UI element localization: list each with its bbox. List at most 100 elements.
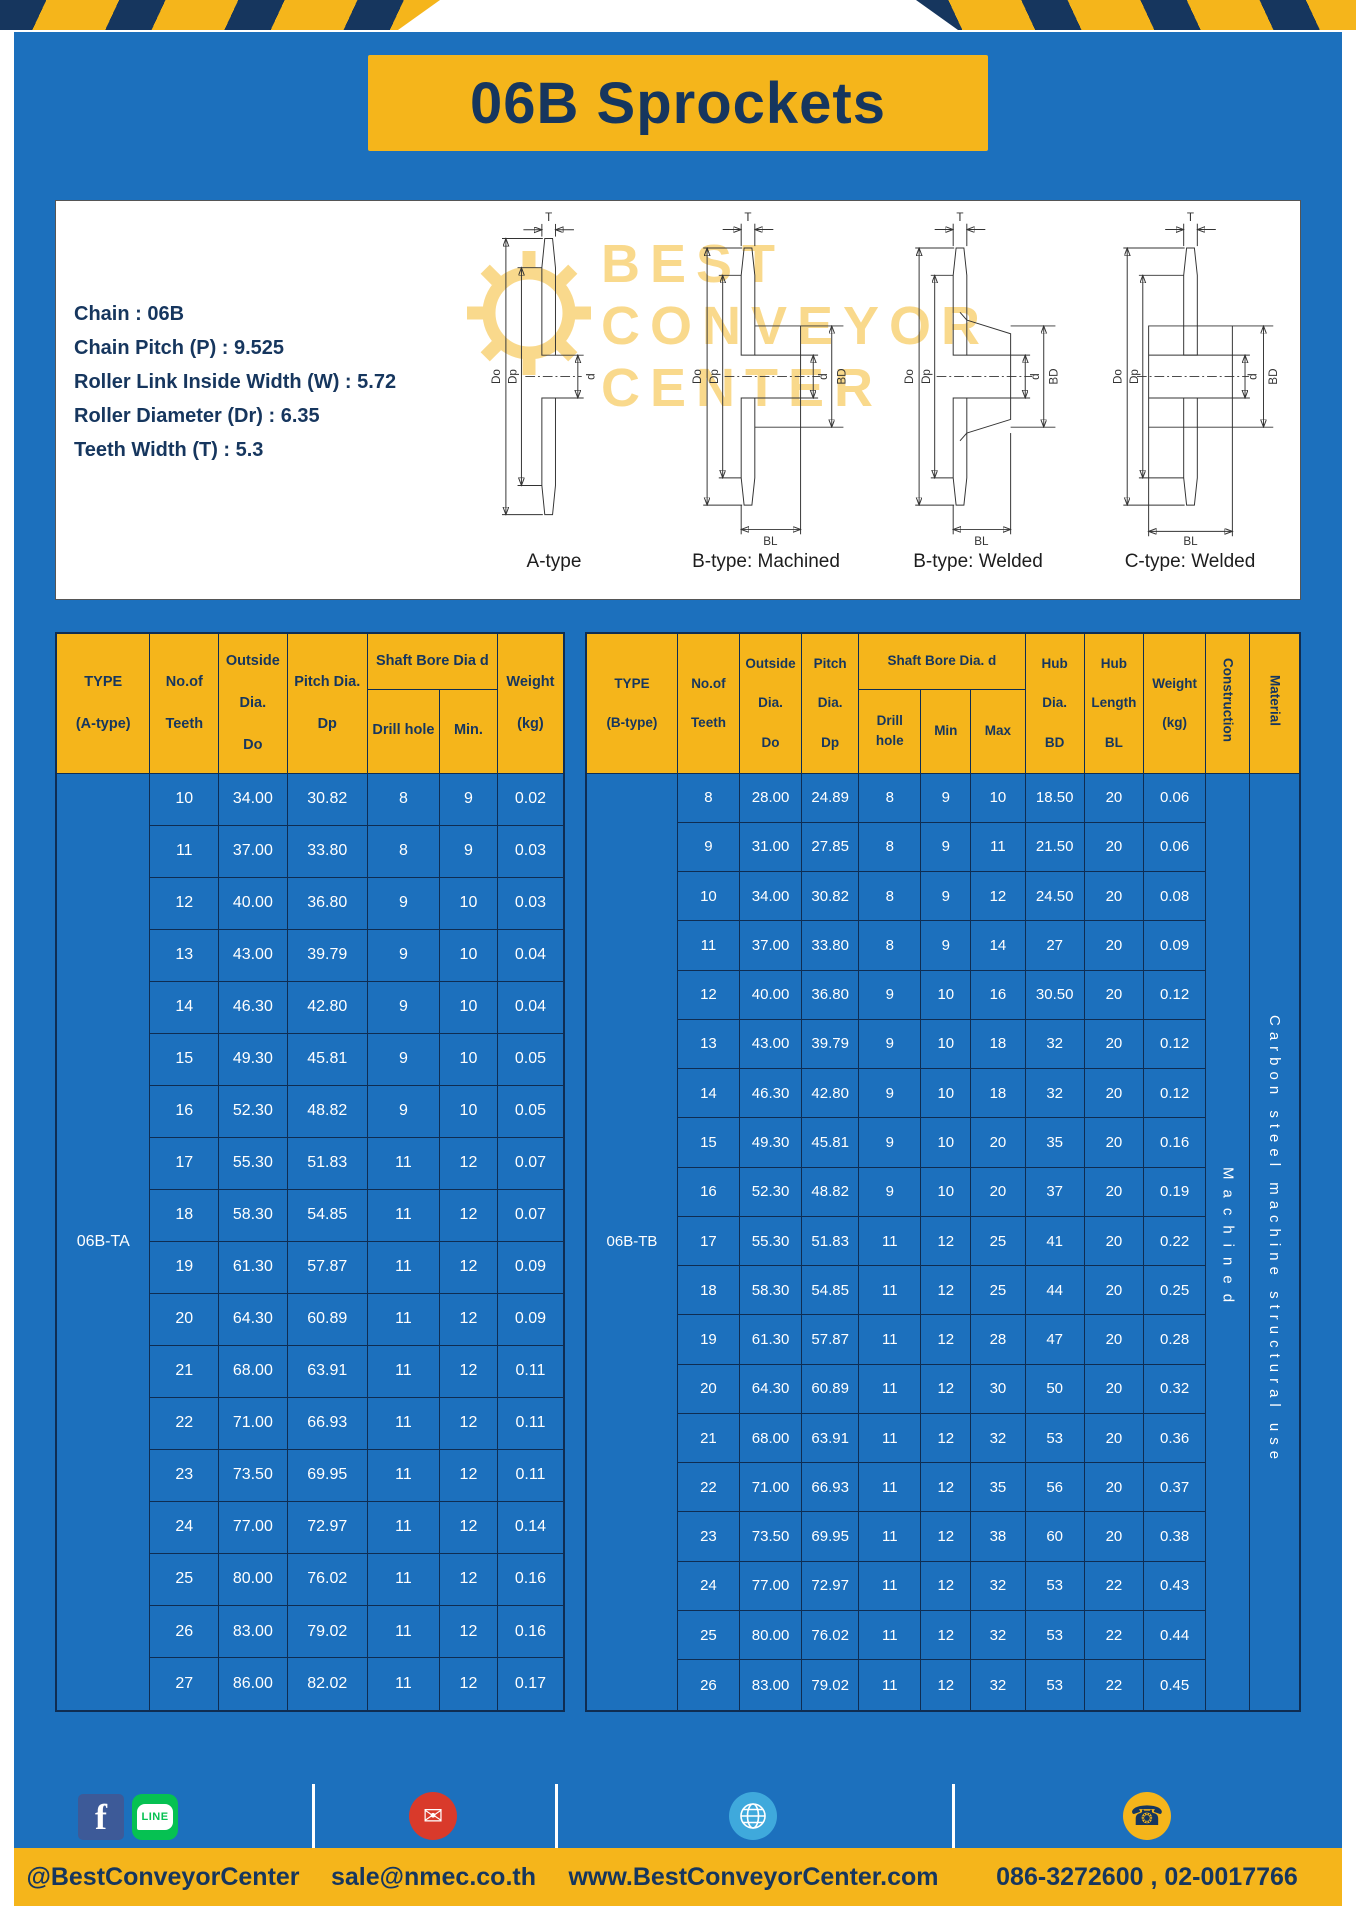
dim-label-bl: BL [763, 535, 778, 548]
data-cell: 28 [970, 1314, 1026, 1365]
data-cell: 54.85 [286, 1188, 368, 1242]
data-cell: 12 [439, 1188, 498, 1242]
col-header-outside-dia: Outside Dia. Do [218, 632, 288, 774]
data-cell: 12 [439, 1552, 498, 1607]
data-cell: 72.97 [286, 1500, 368, 1554]
spec-line: Roller Diameter (Dr) : 6.35 [74, 405, 320, 427]
data-cell: 11 [366, 1188, 441, 1242]
data-cell: 10 [439, 928, 498, 982]
data-cell: 20 [1083, 772, 1145, 823]
data-cell: 36.80 [801, 969, 860, 1020]
data-cell: 80.00 [738, 1610, 803, 1661]
table-row: 23 73.50 69.95 11 12 0.11 [56, 1448, 565, 1502]
data-cell: 20 [1083, 1314, 1145, 1365]
data-cell: 11 [970, 821, 1026, 873]
data-cell: 51.83 [286, 1136, 368, 1190]
data-cell: 18 [970, 1018, 1026, 1070]
data-cell: 0.36 [1143, 1412, 1207, 1464]
dim-label-t: T [956, 211, 963, 224]
data-cell: 21 [676, 1412, 741, 1464]
b-type-welded-drawing: T Do Dp d BD BL [903, 211, 1060, 548]
data-cell: 69.95 [801, 1511, 860, 1562]
data-cell: 12 [439, 1240, 498, 1294]
data-cell: 0.16 [496, 1552, 565, 1607]
data-cell: 12 [920, 1659, 972, 1712]
data-cell: 18 [970, 1068, 1026, 1119]
col-header-shaft-bore: Shaft Bore Dia. d [858, 632, 1026, 690]
data-cell: 34.00 [738, 871, 803, 922]
data-cell: 0.22 [1143, 1215, 1207, 1267]
data-cell: 11 [858, 1462, 922, 1513]
data-cell: 24 [676, 1560, 741, 1612]
data-cell: 83.00 [218, 1604, 288, 1659]
data-cell: 73.50 [738, 1511, 803, 1562]
col-header-drill-hole: Drill hole [858, 688, 922, 774]
data-cell: 0.12 [1143, 969, 1207, 1020]
type-cell: 06B-TA [55, 772, 151, 1712]
col-header-drill-hole: Drill hole [366, 688, 441, 774]
spec-line: Teeth Width (T) : 5.3 [74, 439, 264, 461]
phone-icon: ☎ [1123, 1792, 1171, 1840]
data-cell: 20 [676, 1363, 741, 1414]
dim-label-t: T [744, 211, 751, 224]
data-cell: 11 [366, 1657, 441, 1712]
col-header-material: Material [1249, 632, 1301, 774]
data-cell: 0.09 [496, 1240, 565, 1294]
data-cell: 69.95 [286, 1448, 368, 1502]
data-cell: 11 [366, 1136, 441, 1190]
dim-label-d: d [816, 373, 829, 380]
hazard-stripes-right [916, 0, 1356, 30]
data-cell: 8 [858, 772, 922, 823]
data-cell: 10 [920, 969, 972, 1020]
data-cell: 18.50 [1024, 772, 1085, 823]
data-cell: 39.79 [801, 1018, 860, 1070]
data-cell: 9 [366, 928, 441, 982]
globe-icon [729, 1792, 777, 1840]
data-cell: 20 [1083, 871, 1145, 922]
data-cell: 12 [920, 1215, 972, 1267]
table-row: 24 77.00 72.97 11 12 32 53 22 0.43 [586, 1560, 1300, 1612]
dim-label-do: Do [691, 369, 704, 384]
data-cell: 0.11 [496, 1396, 565, 1450]
diagram-c-type-welded: T Do Dp d BD BL C-type: [1084, 209, 1296, 595]
construction-value: Machined [1219, 1167, 1237, 1313]
data-cell: 0.17 [496, 1657, 565, 1712]
data-cell: 9 [366, 876, 441, 930]
data-cell: 0.45 [1143, 1659, 1207, 1712]
data-cell: 9 [366, 980, 441, 1034]
material-value: Carbon steel machine structural use [1266, 1014, 1284, 1465]
data-cell: 48.82 [801, 1166, 860, 1217]
data-cell: 27.85 [801, 821, 860, 873]
data-cell: 71.00 [738, 1462, 803, 1513]
data-cell: 83.00 [738, 1659, 803, 1712]
data-cell: 0.37 [1143, 1462, 1207, 1513]
data-cell: 60.89 [286, 1292, 368, 1346]
data-cell: 10 [920, 1166, 972, 1217]
data-cell: 49.30 [738, 1117, 803, 1168]
data-cell: 0.28 [1143, 1314, 1207, 1365]
table-row: 19 61.30 57.87 11 12 28 47 20 0.28 [586, 1314, 1300, 1365]
data-cell: 11 [366, 1448, 441, 1502]
envelope-glyph: ✉ [422, 1802, 444, 1830]
data-cell: 20 [1083, 1363, 1145, 1414]
table-row: 06B-TA 10 34.00 30.82 8 9 0.02 [55, 772, 565, 1712]
data-cell: 12 [439, 1396, 498, 1450]
col-header-hub-dia: Hub Dia. BD [1024, 632, 1085, 774]
data-cell: 20 [1083, 1166, 1145, 1217]
c-type-welded-drawing: T Do Dp d BD BL [1111, 211, 1280, 548]
table-a-type: TYPE (A-type) No.of Teeth Outside Dia. D… [55, 632, 565, 1712]
data-cell: 23 [149, 1448, 220, 1502]
table-row: 21 68.00 63.91 11 12 0.11 [56, 1344, 565, 1398]
email-icon: ✉ [409, 1792, 457, 1840]
data-cell: 20 [1083, 1068, 1145, 1119]
col-header-type: TYPE (B-type) [585, 632, 678, 774]
data-cell: 41 [1024, 1215, 1085, 1267]
data-cell: 22 [1083, 1610, 1145, 1661]
footer-divider [952, 1784, 955, 1906]
table-row: 22 71.00 66.93 11 12 0.11 [56, 1396, 565, 1450]
data-cell: 9 [858, 1068, 922, 1119]
data-cell: 18 [676, 1265, 741, 1316]
table-row: 15 49.30 45.81 9 10 20 35 20 0.16 [586, 1117, 1300, 1168]
data-cell: 16 [676, 1166, 741, 1217]
b-type-machined-drawing: T Do Dp d BD BL [691, 211, 848, 548]
